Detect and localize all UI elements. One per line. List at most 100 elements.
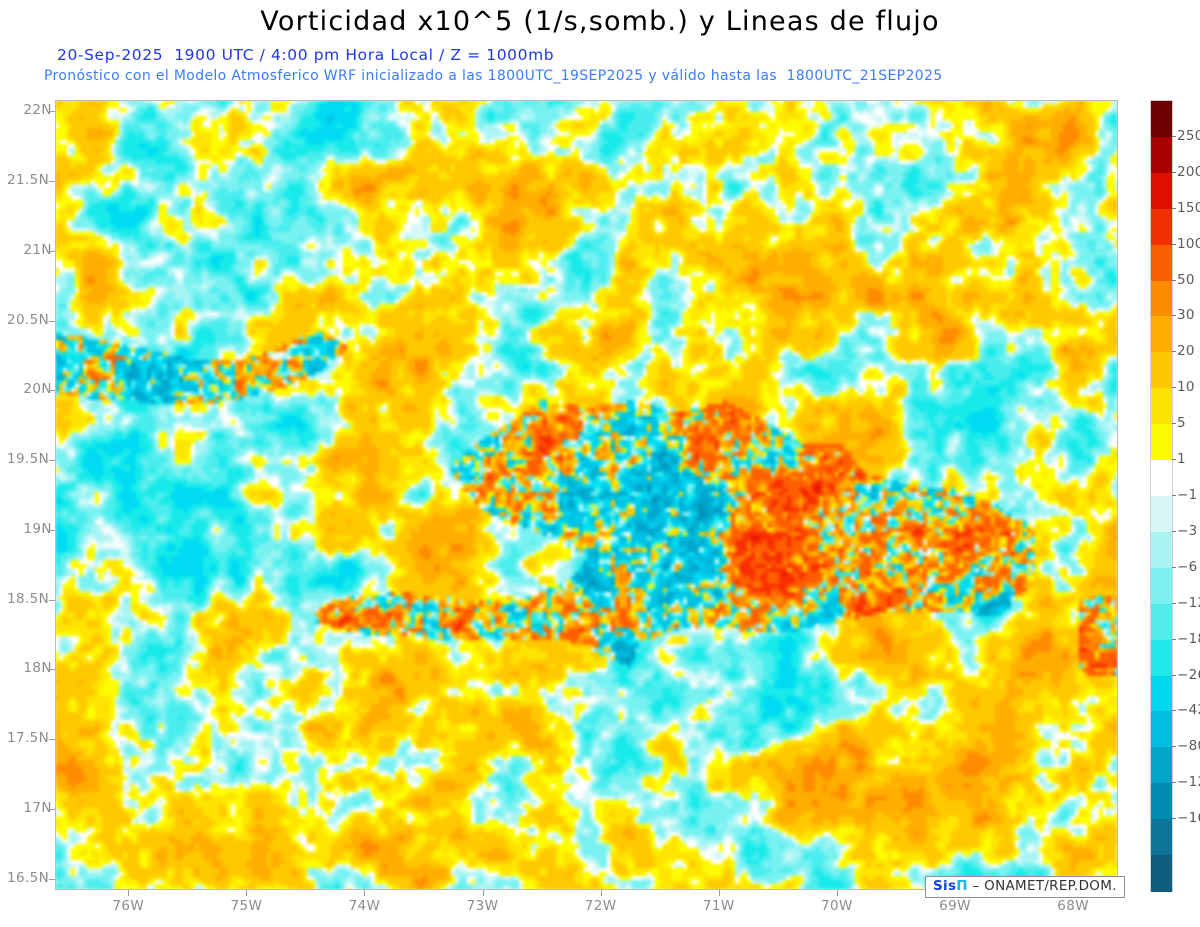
y-tick-mark-10: [49, 809, 55, 811]
colorbar-tick-mark-19: [1172, 818, 1176, 820]
y-tick-label-2: 21N: [23, 242, 51, 258]
map-plot-area[interactable]: [55, 100, 1118, 890]
attribution-source: – ONAMET/REP.DOM.: [973, 878, 1117, 894]
colorbar-tick-mark-11: [1172, 530, 1176, 532]
coastline-overlay: [55, 100, 1118, 890]
colorbar-band-1: [1151, 136, 1172, 174]
colorbar-tick-label-14: −18: [1177, 631, 1200, 647]
colorbar-tick-mark-15: [1172, 674, 1176, 676]
colorbar-tick-label-5: 30: [1177, 307, 1195, 323]
vorticity-shaded-field: [55, 100, 1118, 890]
x-tick-mark-1: [246, 890, 248, 896]
colorbar-tick-mark-8: [1172, 423, 1176, 425]
colorbar-band-3: [1151, 208, 1172, 246]
x-tick-mark-0: [128, 890, 130, 896]
colorbar-band-2: [1151, 172, 1172, 210]
colorbar-tick-mark-2: [1172, 207, 1176, 209]
x-tick-label-5: 71W: [703, 898, 735, 914]
colorbar-band-14: [1151, 603, 1172, 641]
y-tick-label-10: 17N: [23, 800, 51, 816]
colorbar-band-9: [1151, 424, 1172, 461]
colorbar-tick-label-3: 100: [1177, 236, 1200, 252]
colorbar-tick-label-9: 1: [1177, 451, 1186, 467]
colorbar-band-11: [1151, 496, 1172, 533]
logo-sis-text: Sis: [933, 878, 956, 894]
colorbar-band-13: [1151, 567, 1172, 605]
y-tick-mark-9: [49, 739, 55, 741]
colorbar-band-15: [1151, 639, 1172, 677]
colorbar: [1150, 100, 1173, 892]
colorbar-tick-mark-0: [1172, 135, 1176, 137]
y-tick-mark-4: [49, 390, 55, 392]
colorbar-tick-label-6: 20: [1177, 343, 1195, 359]
colorbar-band-5: [1151, 280, 1172, 318]
colorbar-tick-mark-4: [1172, 279, 1176, 281]
y-tick-label-6: 19N: [23, 521, 51, 537]
y-tick-mark-8: [49, 669, 55, 671]
logo-pi-icon: Π: [956, 878, 968, 894]
colorbar-band-20: [1151, 819, 1172, 856]
attribution-badge: SisΠ – ONAMET/REP.DOM.: [925, 876, 1125, 898]
x-tick-label-7: 69W: [939, 898, 971, 914]
colorbar-tick-mark-1: [1172, 171, 1176, 173]
colorbar-tick-label-18: −120: [1177, 774, 1200, 790]
x-tick-label-8: 68W: [1057, 898, 1089, 914]
colorbar-tick-mark-12: [1172, 566, 1176, 568]
colorbar-tick-label-7: 10: [1177, 379, 1195, 395]
page-title: Vorticidad x10^5 (1/s,somb.) y Lineas de…: [0, 6, 1200, 37]
colorbar-tick-label-13: −12: [1177, 595, 1200, 611]
y-tick-label-11: 16.5N: [7, 870, 49, 886]
colorbar-tick-mark-16: [1172, 710, 1176, 712]
colorbar-band-21: [1151, 855, 1172, 892]
colorbar-band-0: [1151, 101, 1172, 138]
y-tick-mark-7: [49, 599, 55, 601]
y-tick-mark-2: [49, 250, 55, 252]
y-tick-mark-0: [49, 111, 55, 113]
y-tick-label-4: 20N: [23, 381, 51, 397]
colorbar-band-18: [1151, 747, 1172, 784]
y-tick-label-5: 19.5N: [7, 451, 49, 467]
colorbar-tick-mark-10: [1172, 495, 1176, 496]
colorbar-tick-mark-14: [1172, 638, 1176, 640]
x-tick-label-6: 70W: [821, 898, 853, 914]
x-tick-mark-3: [482, 890, 484, 896]
colorbar-tick-mark-9: [1172, 459, 1176, 461]
colorbar-tick-label-10: −1: [1177, 487, 1198, 503]
y-tick-label-1: 21.5N: [7, 172, 49, 188]
colorbar-tick-mark-13: [1172, 602, 1176, 604]
colorbar-tick-label-8: 5: [1177, 415, 1186, 431]
x-tick-label-3: 73W: [467, 898, 499, 914]
colorbar-tick-label-4: 50: [1177, 272, 1195, 288]
x-tick-label-4: 72W: [585, 898, 617, 914]
x-tick-label-1: 75W: [230, 898, 262, 914]
x-tick-mark-4: [600, 890, 602, 896]
y-tick-label-9: 17.5N: [7, 730, 49, 746]
colorbar-tick-label-0: 250: [1177, 128, 1200, 144]
colorbar-tick-mark-7: [1172, 387, 1176, 389]
y-tick-mark-6: [49, 529, 55, 531]
x-tick-mark-5: [718, 890, 720, 896]
colorbar-band-8: [1151, 388, 1172, 425]
colorbar-tick-mark-3: [1172, 243, 1176, 245]
y-tick-mark-11: [49, 878, 55, 880]
x-tick-mark-2: [364, 890, 366, 896]
colorbar-tick-mark-18: [1172, 782, 1176, 784]
subtitle-model-info: Pronóstico con el Modelo Atmosferico WRF…: [44, 68, 943, 84]
colorbar-tick-label-15: −26: [1177, 667, 1200, 683]
y-tick-mark-5: [49, 460, 55, 462]
y-tick-mark-3: [49, 320, 55, 322]
colorbar-band-7: [1151, 352, 1172, 389]
y-tick-label-0: 22N: [23, 102, 51, 118]
colorbar-tick-mark-6: [1172, 351, 1176, 353]
colorbar-tick-label-17: −80: [1177, 738, 1200, 754]
y-tick-label-7: 18.5N: [7, 591, 49, 607]
y-tick-label-3: 20.5N: [7, 312, 49, 328]
title-block: Vorticidad x10^5 (1/s,somb.) y Lineas de…: [0, 0, 1200, 84]
colorbar-tick-label-11: −3: [1177, 523, 1198, 539]
colorbar-band-16: [1151, 675, 1172, 713]
colorbar-tick-mark-17: [1172, 746, 1176, 748]
colorbar-tick-label-12: −6: [1177, 559, 1198, 575]
y-tick-label-8: 18N: [23, 660, 51, 676]
colorbar-band-19: [1151, 783, 1172, 820]
y-tick-mark-1: [49, 180, 55, 182]
